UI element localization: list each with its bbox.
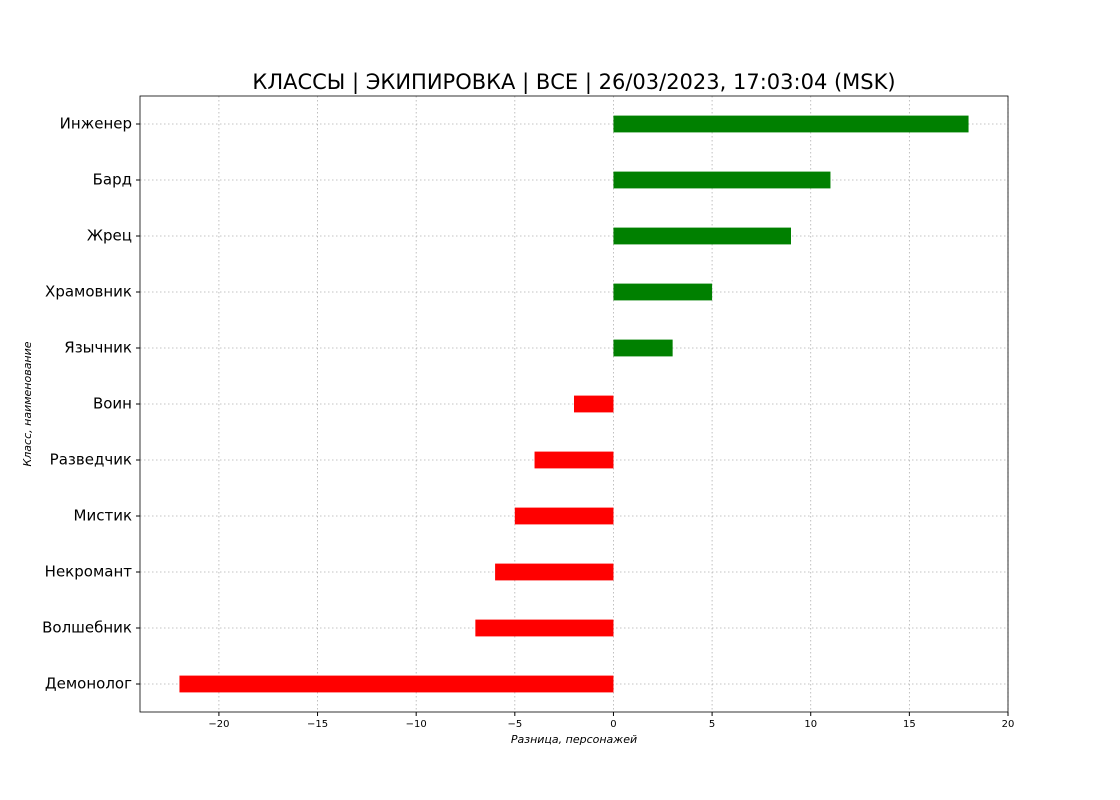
bar (475, 619, 614, 637)
x-tick-label: 10 (804, 719, 817, 730)
y-tick-label: Разведчик (50, 451, 132, 469)
x-tick-label: 5 (709, 719, 715, 730)
x-tick-label: −20 (208, 719, 229, 730)
bar (613, 227, 791, 245)
x-tick-label: −10 (406, 719, 427, 730)
bar (495, 563, 614, 581)
y-tick-label: Демонолог (45, 675, 132, 693)
x-tick-label: 0 (610, 719, 616, 730)
bar (514, 507, 614, 525)
bar (613, 171, 831, 189)
x-tick-label: −15 (307, 719, 328, 730)
y-tick-label: Воин (93, 395, 132, 413)
y-tick-label: Жрец (87, 227, 132, 245)
bar (534, 451, 614, 469)
x-tick-label: 20 (1002, 719, 1015, 730)
y-axis-label: Класс, наименование (21, 341, 34, 466)
bar (613, 115, 969, 133)
y-tick-label: Язычник (64, 339, 132, 357)
y-tick-label: Некромант (45, 563, 133, 581)
y-tick-label: Храмовник (45, 283, 132, 301)
y-tick-label: Волшебник (42, 619, 132, 637)
chart-title: КЛАССЫ | ЭКИПИРОВКА | ВСЕ | 26/03/2023, … (252, 70, 895, 95)
y-tick-label: Бард (93, 171, 132, 189)
x-axis-label: Разница, персонажей (511, 733, 637, 746)
y-tick-label: Инженер (60, 115, 132, 133)
x-tick-label: −5 (507, 719, 522, 730)
x-tick-label: 15 (903, 719, 916, 730)
bar (179, 675, 614, 693)
bar (613, 339, 673, 357)
bar (574, 395, 614, 413)
plot-frame (139, 95, 1009, 713)
bar (613, 283, 713, 301)
y-tick-label: Мистик (74, 507, 132, 525)
